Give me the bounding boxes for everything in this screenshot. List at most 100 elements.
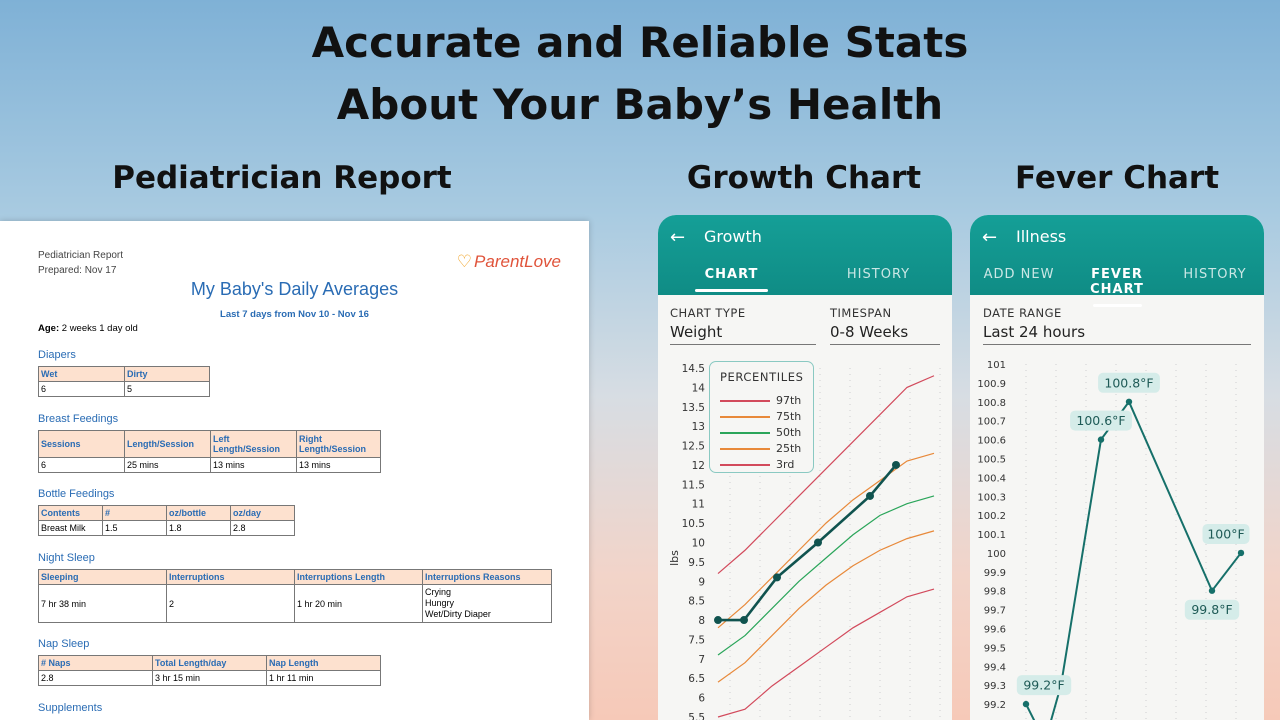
temperature-callout bbox=[1016, 675, 1072, 696]
chart-type-select[interactable]: Weight bbox=[670, 323, 816, 345]
y-tick-label: 7.5 bbox=[688, 634, 705, 646]
y-tick-label: 99.2 bbox=[984, 700, 1006, 711]
y-tick-label: 9 bbox=[698, 576, 705, 588]
percentile-line-3rd bbox=[717, 588, 935, 718]
temperature-callout-label: 100.8°F bbox=[1104, 375, 1153, 390]
legend-item: 97th bbox=[720, 394, 810, 408]
y-tick-label: 101 bbox=[987, 360, 1006, 371]
legend-label: 97th bbox=[776, 394, 802, 407]
temperature-callout bbox=[1070, 410, 1132, 431]
temperature-point bbox=[1208, 587, 1216, 594]
table-cell: 2.8 bbox=[38, 670, 153, 686]
legend-label: 25th bbox=[776, 442, 802, 455]
table-header: Interruptions bbox=[166, 569, 295, 585]
table-header: oz/bottle bbox=[166, 505, 231, 521]
report-date-range: Last 7 days from Nov 10 - Nov 16 bbox=[220, 309, 369, 320]
temperature-point bbox=[1125, 398, 1133, 405]
baby-weight-point bbox=[714, 616, 722, 625]
table-cell: Crying Hungry Wet/Dirty Diaper bbox=[422, 584, 552, 623]
y-tick-label: 11 bbox=[692, 499, 705, 511]
tab-add-new[interactable]: ADD NEW bbox=[983, 267, 1055, 282]
tab-fever-chart[interactable]: FEVER CHART bbox=[1068, 267, 1166, 307]
night-sleep-table: Sleeping Interruptions Interruptions Lengt… bbox=[38, 569, 552, 623]
back-arrow-icon[interactable]: ← bbox=[982, 227, 998, 248]
headline-line-1: Accurate and Reliable Stats bbox=[311, 18, 969, 67]
reason-item: Crying bbox=[425, 587, 452, 597]
y-tick-label: 99.9 bbox=[984, 568, 1006, 579]
tab-chart[interactable]: CHART bbox=[658, 267, 805, 292]
table-header: Length/Session bbox=[124, 430, 211, 458]
temperature-callout bbox=[1202, 523, 1250, 544]
reason-item: Wet/Dirty Diaper bbox=[425, 609, 491, 619]
y-tick-label: 12.5 bbox=[682, 441, 705, 453]
report-meta: Pediatrician Report Prepared: Nov 17 bbox=[38, 248, 123, 278]
temperature-point bbox=[1097, 436, 1105, 443]
headline: Accurate and Reliable Stats About Your B… bbox=[0, 12, 1280, 136]
heart-icon: ♡ bbox=[456, 252, 473, 271]
y-tick-label: 99.6 bbox=[984, 625, 1006, 636]
tab-history[interactable]: HISTORY bbox=[846, 267, 911, 282]
fever-tabs: ADD NEW FEVER CHART HISTORY bbox=[970, 267, 1264, 307]
y-tick-label: 99.5 bbox=[984, 643, 1006, 654]
y-tick-label: 12 bbox=[692, 460, 705, 472]
table-header: Left Length/Session bbox=[210, 430, 297, 458]
y-tick-label: 13 bbox=[692, 421, 705, 433]
legend-swatch bbox=[720, 464, 770, 466]
table-header: Nap Length bbox=[266, 655, 381, 671]
table-cell: 1 hr 20 min bbox=[294, 584, 423, 623]
fever-screen-title: Illness bbox=[1016, 227, 1067, 246]
temperature-callout-label: 100°F bbox=[1207, 526, 1244, 541]
nap-sleep-heading: Nap Sleep bbox=[38, 638, 90, 650]
table-header: Wet bbox=[38, 366, 125, 382]
temperature-point bbox=[1237, 549, 1245, 557]
report-prepared-date: Prepared: Nov 17 bbox=[38, 265, 117, 276]
table-header: Interruptions Reasons bbox=[422, 569, 552, 585]
y-tick-label: 10.5 bbox=[682, 518, 705, 530]
percentile-line-50th bbox=[717, 495, 935, 656]
table-header: Total Length/day bbox=[152, 655, 267, 671]
temperature-callout-label: 100.6°F bbox=[1076, 413, 1125, 428]
table-header: Sleeping bbox=[38, 569, 167, 585]
timespan-label: TIMESPAN bbox=[830, 306, 892, 320]
legend-item: 50th bbox=[720, 426, 810, 440]
legend-label: 75th bbox=[776, 410, 802, 423]
tab-history[interactable]: HISTORY bbox=[1183, 267, 1247, 282]
back-arrow-icon[interactable]: ← bbox=[670, 227, 686, 248]
y-tick-label: 100.7 bbox=[977, 417, 1006, 428]
table-cell: 1 hr 11 min bbox=[266, 670, 381, 686]
legend-item: 3rd bbox=[720, 458, 810, 472]
table-header: # bbox=[102, 505, 167, 521]
headline-line-2: About Your Baby’s Health bbox=[336, 80, 944, 129]
y-tick-label: 7 bbox=[698, 654, 705, 666]
fever-section-label: Fever Chart bbox=[1014, 160, 1220, 196]
date-range-select[interactable]: Last 24 hours bbox=[983, 323, 1251, 345]
y-tick-label: 9.5 bbox=[688, 557, 705, 569]
timespan-select[interactable]: 0-8 Weeks bbox=[830, 323, 940, 345]
legend-swatch bbox=[720, 448, 770, 450]
percentile-line-97th bbox=[717, 375, 935, 574]
y-tick-label: 100.2 bbox=[977, 511, 1006, 522]
growth-phone: ← Growth CHART HISTORY CHART TYPE Weight… bbox=[658, 215, 952, 720]
temperature-callout bbox=[1098, 372, 1160, 393]
report-meta-title: Pediatrician Report bbox=[38, 250, 124, 261]
supplements-heading: Supplements bbox=[38, 702, 103, 714]
y-tick-label: 5.5 bbox=[688, 712, 705, 720]
table-header: Dirty bbox=[124, 366, 210, 382]
table-header: Interruptions Length bbox=[294, 569, 423, 585]
table-cell: Breast Milk bbox=[38, 520, 103, 536]
y-tick-label: 100 bbox=[987, 549, 1006, 560]
diapers-heading: Diapers bbox=[38, 349, 76, 361]
legend-label: 50th bbox=[776, 426, 802, 439]
table-cell: 6 bbox=[38, 381, 125, 397]
age-value: 2 weeks 1 day old bbox=[61, 323, 138, 334]
table-header: # Naps bbox=[38, 655, 153, 671]
y-tick-label: 100.4 bbox=[977, 473, 1006, 484]
y-tick-label: 8 bbox=[698, 615, 705, 627]
table-header: oz/day bbox=[230, 505, 295, 521]
table-cell: 2 bbox=[166, 584, 295, 623]
report-section-label: Pediatrician Report bbox=[112, 160, 452, 196]
reason-item: Hungry bbox=[425, 598, 455, 608]
pediatrician-report: Pediatrician Report Prepared: Nov 17 ♡ Pa… bbox=[0, 221, 589, 720]
table-header: Right Length/Session bbox=[296, 430, 381, 458]
baby-weight-point bbox=[814, 538, 822, 547]
